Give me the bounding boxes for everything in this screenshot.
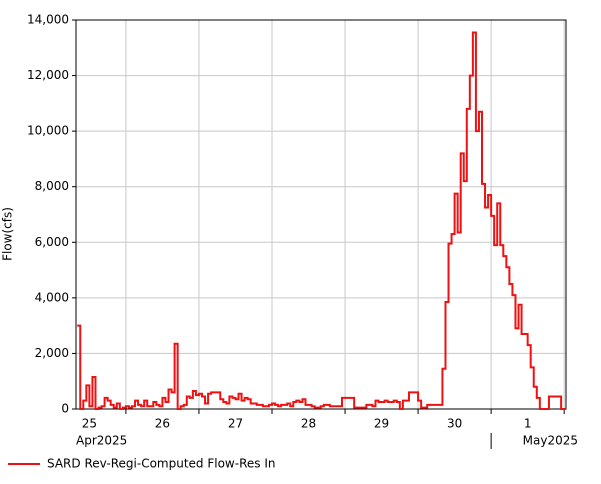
x-tick-label: 29 [374,417,389,431]
y-axis-label: Flow(cfs) [1,207,15,261]
y-tick-label: 4,000 [35,290,69,304]
y-tick-label: 2,000 [35,346,69,360]
y-tick-label: 14,000 [27,13,69,27]
x-tick-label: 27 [228,417,243,431]
period-label: May2025 [523,434,578,448]
y-tick-label: 6,000 [35,235,69,249]
y-tick-label: 12,000 [27,68,69,82]
y-tick-label: 8,000 [35,179,69,193]
y-tick-label: 0 [61,402,69,416]
period-label: Apr2025 [76,434,127,448]
x-tick-label: 28 [301,417,316,431]
y-tick-label: 10,000 [27,124,69,138]
legend-label: SARD Rev-Regi-Computed Flow-Res In [47,457,275,471]
plot-frame [75,19,567,410]
series-line [77,31,566,410]
x-tick-label: 30 [447,417,462,431]
x-tick-label: 25 [82,417,97,431]
x-tick-label: 26 [155,417,170,431]
x-tick-label: 1 [524,417,532,431]
